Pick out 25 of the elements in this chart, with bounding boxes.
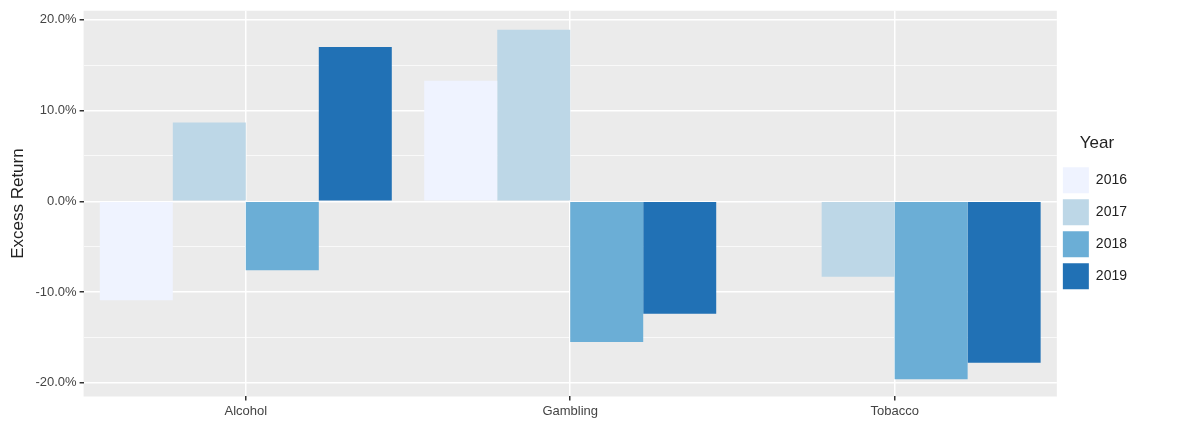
x-tick-label: Gambling [542,402,599,418]
bar [570,202,644,342]
bar [894,202,968,380]
bar [318,47,392,201]
y-tick-label: -20.0% [35,374,78,390]
y-tick-label: 20.0% [39,11,78,27]
legend-label: 2019 [1095,267,1128,284]
y-tick-label: 0.0% [46,192,78,208]
bar [99,202,173,301]
y-tick-label: -10.0% [35,283,78,299]
y-axis-title: Excess Return [7,148,27,259]
legend-label: 2018 [1095,235,1128,252]
legend-title: Year [1079,132,1115,152]
bar [172,122,246,201]
bar [497,29,571,201]
bar [821,202,895,277]
legend-label: 2016 [1095,171,1128,188]
bar [424,80,498,201]
bar [967,202,1041,363]
x-tick-label: Alcohol [224,402,268,418]
bar [245,202,319,271]
legend-label: 2017 [1095,203,1128,220]
y-tick-label: 10.0% [39,102,78,118]
bar [643,202,717,314]
x-tick-label: Tobacco [870,402,919,418]
